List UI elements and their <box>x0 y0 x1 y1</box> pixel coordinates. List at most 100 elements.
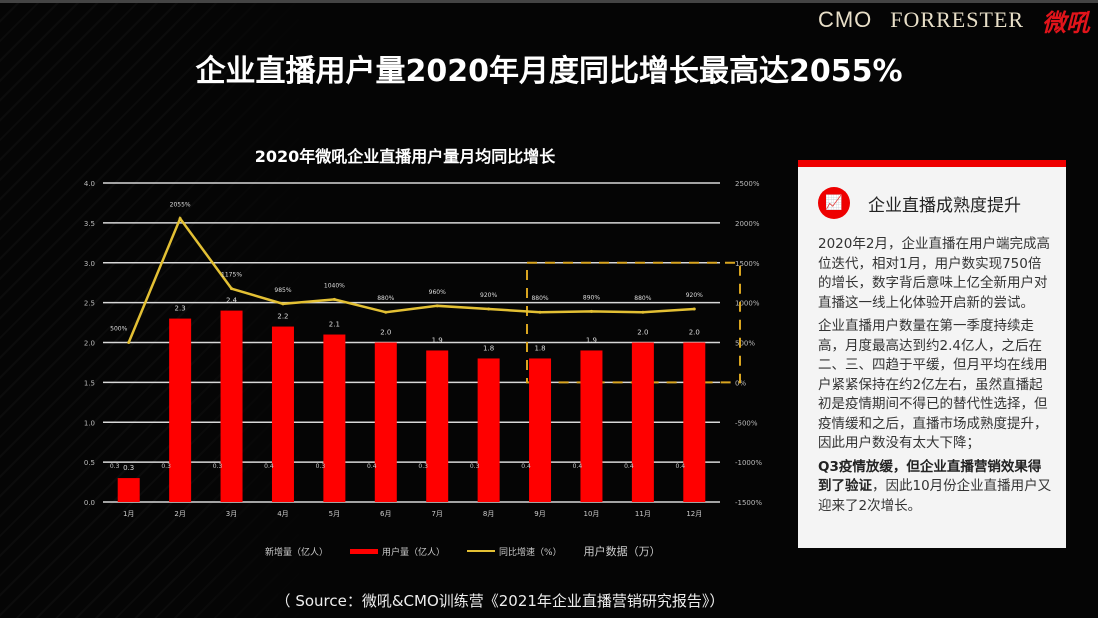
chart-title: 2020年微吼企业直播用户量月均同比增长 <box>254 147 556 166</box>
bar-value-label: 2.3 <box>175 305 186 313</box>
right-axis-tick: -1000% <box>735 459 762 467</box>
x-axis-tick: 7月 <box>431 510 442 518</box>
growth-value-label: 880% <box>634 295 651 302</box>
logo-bar: CMO FORRESTER 微吼 <box>818 4 1090 37</box>
left-axis-tick: 3.0 <box>84 260 95 268</box>
bar-value-label: 2.1 <box>329 321 340 329</box>
bar-value-label: 1.9 <box>586 336 597 344</box>
top-bar <box>0 0 1098 3</box>
new-users-label: 0.3 <box>418 463 428 470</box>
bar-value-label: 2.4 <box>226 297 238 305</box>
left-axis-tick: 1.0 <box>84 419 95 427</box>
legend-item-new: 新增量（亿人） <box>265 547 329 558</box>
new-users-label: 0.4 <box>264 463 274 470</box>
x-axis-tick: 1月 <box>123 510 134 518</box>
new-users-label: 0.4 <box>573 463 583 470</box>
bar-value-label: 2.0 <box>689 329 700 337</box>
trend-chart-icon: 📈 <box>818 187 850 219</box>
bar <box>323 334 346 502</box>
growth-value-label: 1040% <box>324 282 345 289</box>
bar <box>374 342 397 502</box>
growth-point <box>230 287 234 291</box>
legend-item-growth: 同比增速（%） <box>467 545 562 558</box>
x-axis-tick: 2月 <box>174 510 185 518</box>
bar-value-label: 1.9 <box>432 336 443 344</box>
growth-point <box>641 310 645 314</box>
bar <box>580 350 603 502</box>
new-users-label: 0.3 <box>470 463 480 470</box>
growth-point <box>692 307 696 311</box>
bar <box>529 358 552 502</box>
new-users-label: 0.3 <box>161 463 171 470</box>
new-users-label: 0.3 <box>110 463 120 470</box>
weihou-logo: 微吼 <box>1042 8 1090 37</box>
bar <box>426 350 449 502</box>
new-users-label: 0.3 <box>213 463 223 470</box>
panel-paragraph-2: 企业直播用户数量在第一季度持续走高，月度最高达到约2.4亿人，之后在二、三、四趋… <box>818 318 1048 451</box>
x-axis-tick: 6月 <box>380 510 391 518</box>
growth-value-label: 920% <box>480 292 497 299</box>
legend-swatch-line <box>467 550 496 552</box>
bar-value-label: 2.2 <box>277 313 288 321</box>
x-axis-tick: 10月 <box>583 510 599 518</box>
new-users-label: 0.4 <box>676 463 686 470</box>
growth-point <box>281 302 285 306</box>
x-axis-tick: 4月 <box>277 510 288 518</box>
growth-value-label: 1175% <box>221 272 242 279</box>
x-axis-tick: 3月 <box>226 510 237 518</box>
growth-point <box>384 310 388 314</box>
new-users-label: 0.4 <box>624 463 634 470</box>
right-axis-tick: 1000% <box>735 300 760 308</box>
growth-point <box>127 341 131 344</box>
highlight-box <box>526 261 741 384</box>
new-users-label: 0.4 <box>521 463 531 470</box>
bar <box>220 310 243 502</box>
page-title: 企业直播用户量2020年月度同比增长最高达2055% <box>195 54 903 89</box>
x-axis-tick: 12月 <box>686 510 702 518</box>
panel-paragraph-1: 2020年2月，企业直播在用户端完成高位迭代，相对1月，用户数实现750倍的增长… <box>818 236 1050 311</box>
left-axis-tick: 1.5 <box>84 379 95 387</box>
legend-item-users: 用户量（亿人） <box>350 545 445 558</box>
panel-text: ，因此10月份企业直播用户又迎来了2次增长。 <box>818 478 1052 514</box>
right-axis-tick: -1500% <box>735 499 762 507</box>
right-axis-tick: 2500% <box>735 180 760 188</box>
panel-paragraph-3: Q3疫情放缓，但企业直播营销效果得到了验证，因此10月份企业直播用户又迎来了2次… <box>818 458 1054 517</box>
growth-value-label: 880% <box>531 295 548 302</box>
growth-point <box>538 310 542 314</box>
growth-value-label: 880% <box>377 295 394 302</box>
growth-value-label: 500% <box>110 326 127 333</box>
growth-line <box>127 215 695 343</box>
bar <box>631 342 654 502</box>
panel-body: 2020年2月，企业直播在用户端完成高位迭代，相对1月，用户数实现750倍的增长… <box>798 229 1066 516</box>
growth-point <box>435 304 439 308</box>
new-users-label: 0.3 <box>316 463 326 470</box>
growth-point <box>178 216 182 220</box>
left-axis-tick: 0.0 <box>84 499 95 507</box>
bar-value-label: 0.3 <box>123 464 134 472</box>
bar <box>271 326 294 502</box>
legend-extra: 用户数据（万） <box>583 545 661 558</box>
panel-header: 📈 企业直播成熟度提升 <box>798 167 1066 229</box>
growth-value-label: 2055% <box>170 201 191 208</box>
bar <box>117 478 140 502</box>
right-axis-tick: 2000% <box>735 220 760 228</box>
new-users-label: 0.4 <box>367 463 377 470</box>
left-axis-tick: 0.5 <box>84 459 95 467</box>
left-axis-tick: 4.0 <box>84 180 95 188</box>
left-axis-tick: 2.0 <box>84 340 95 348</box>
chart-legend: 新增量（亿人） 用户量（亿人） 同比增速（%） 用户数据（万） <box>265 543 661 559</box>
growth-point <box>589 309 593 313</box>
bar <box>683 342 706 502</box>
growth-value-label: 920% <box>686 292 703 299</box>
insight-panel: 📈 企业直播成熟度提升 2020年2月，企业直播在用户端完成高位迭代，相对1月，… <box>798 160 1066 548</box>
growth-point <box>332 297 336 301</box>
growth-value-label: 890% <box>583 294 600 301</box>
left-axis-tick: 2.5 <box>84 300 95 308</box>
forrester-logo: FORRESTER <box>890 7 1024 32</box>
panel-title: 企业直播成熟度提升 <box>868 195 1021 216</box>
bar-value-label: 2.0 <box>637 329 648 337</box>
source-citation: （ Source：微吼&CMO训练营《2021年企业直播营销研究报告》） <box>275 592 725 610</box>
right-axis-tick: 500% <box>735 340 755 348</box>
legend-swatch-bar <box>350 548 379 554</box>
